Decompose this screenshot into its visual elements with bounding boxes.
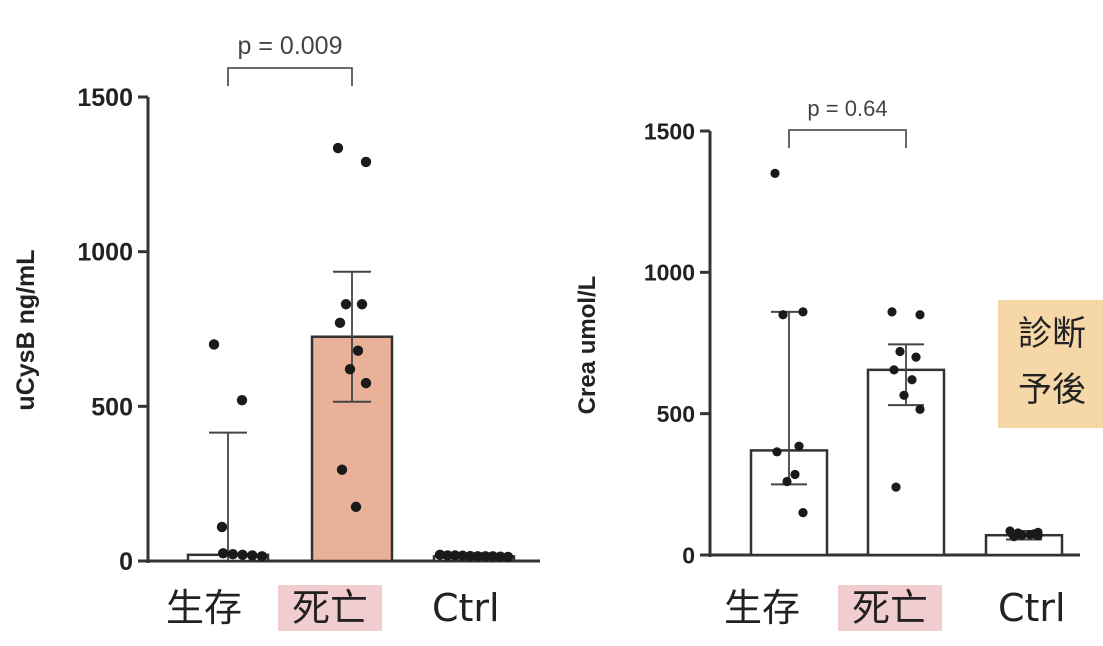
data-point: [332, 142, 344, 154]
right-category-label-death: 死亡: [838, 585, 943, 631]
data-point: [344, 364, 356, 375]
data-point: [891, 482, 901, 492]
data-point: [340, 299, 352, 310]
data-point: [915, 310, 925, 320]
data-point: [1033, 531, 1043, 541]
y-tick-label: 1000: [77, 239, 133, 267]
y-tick-label: 1500: [644, 118, 695, 144]
data-point: [336, 464, 348, 475]
data-point: [907, 375, 917, 385]
data-point: [915, 404, 925, 415]
data-point: [208, 339, 220, 350]
data-point: [911, 352, 921, 362]
y-tick-label: 0: [119, 548, 133, 576]
note-line-diagnosis: 診断: [1018, 314, 1086, 354]
significance-bracket: [788, 129, 907, 148]
data-point: [434, 549, 446, 561]
data-point: [1009, 532, 1019, 542]
data-point: [1017, 530, 1027, 540]
y-tick-label: 1000: [644, 260, 695, 286]
data-point: [889, 365, 899, 375]
data-point: [360, 377, 372, 389]
data-point: [216, 521, 228, 533]
data-point: [895, 346, 905, 357]
data-point: [465, 550, 476, 562]
data-point: [778, 310, 788, 320]
data-point: [236, 394, 248, 406]
significance-bracket: [227, 67, 353, 86]
data-point: [360, 156, 372, 168]
data-point: [502, 551, 514, 563]
data-point: [237, 549, 248, 561]
y-axis-label: Crea umol/L: [574, 276, 601, 415]
y-tick-label: 0: [682, 542, 695, 568]
data-point: [480, 551, 491, 562]
significance-label: p = 0.64: [807, 96, 887, 121]
y-tick-label: 500: [657, 401, 695, 427]
data-point: [782, 476, 792, 487]
y-axis-label: uCysB ng/mL: [12, 249, 40, 410]
data-point: [457, 550, 468, 561]
left-category-label-survival: 生存: [166, 586, 243, 630]
data-point: [887, 307, 897, 317]
data-point: [472, 551, 483, 562]
left-panel-background: [0, 0, 556, 646]
right-category-label-ctrl: Ctrl: [998, 586, 1066, 630]
right-category-label-survival: 生存: [724, 586, 801, 630]
data-point: [256, 551, 268, 562]
data-point: [899, 390, 909, 400]
note-box: 診断 予後: [998, 300, 1103, 428]
data-point: [798, 507, 808, 518]
y-tick-label: 500: [91, 393, 133, 421]
data-point: [449, 550, 461, 561]
chart-ucysb: 0 500 1000 1500 uCysB ng/mL p = 0.009: [12, 32, 540, 576]
data-point: [495, 551, 506, 562]
left-category-label-death: 死亡: [278, 585, 383, 631]
bar: [866, 368, 946, 557]
left-category-label-ctrl: Ctrl: [432, 586, 500, 630]
data-point: [798, 307, 808, 317]
data-point: [770, 168, 780, 178]
data-point: [487, 551, 499, 562]
data-point: [356, 299, 368, 310]
data-point: [1025, 530, 1035, 540]
data-point: [790, 469, 800, 480]
data-point: [247, 550, 258, 561]
significance-label: p = 0.009: [238, 32, 343, 60]
y-tick-label: 1500: [77, 84, 133, 112]
data-point: [217, 548, 229, 559]
data-point: [352, 345, 364, 356]
data-point: [350, 501, 362, 513]
data-point: [334, 317, 346, 329]
note-line-prognosis: 予後: [1018, 370, 1086, 410]
data-point: [227, 548, 239, 560]
data-point: [442, 550, 453, 561]
data-point: [772, 447, 782, 457]
data-point: [794, 441, 804, 451]
